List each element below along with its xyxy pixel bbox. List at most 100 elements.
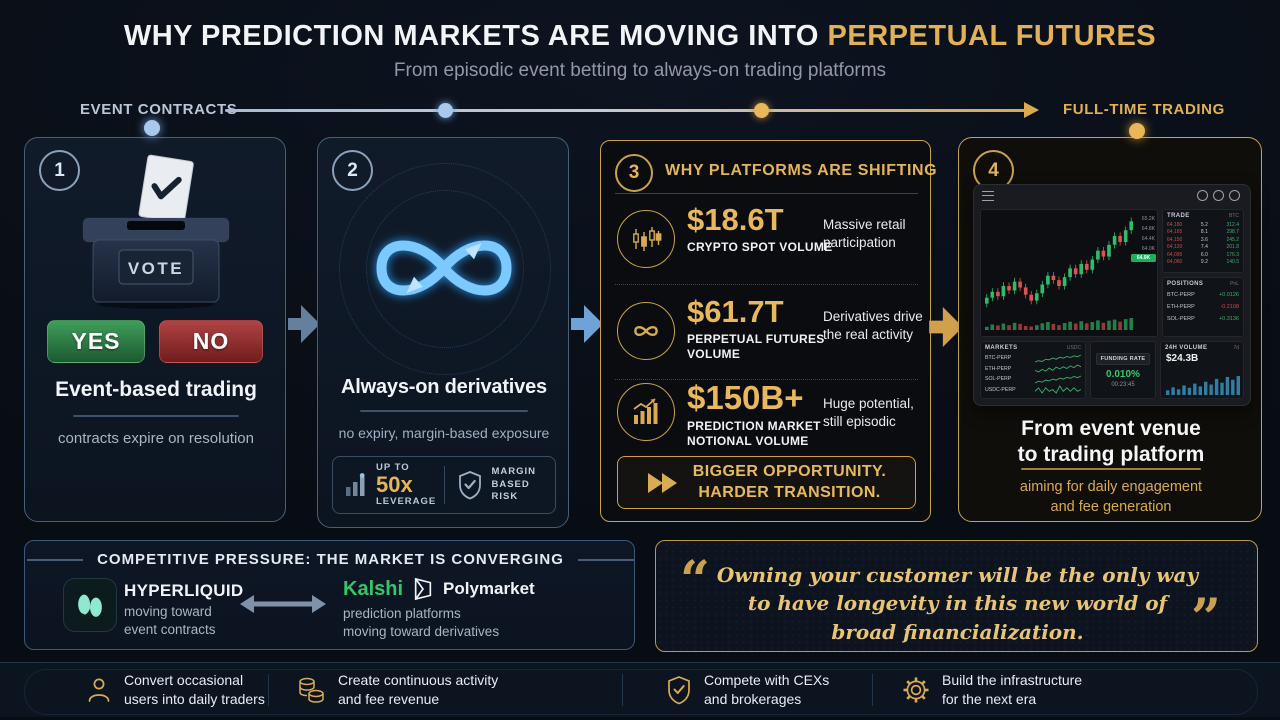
card-always-on-derivatives: 2 Always-on derivatives no expiry, margi… (317, 137, 569, 528)
chart-axis-label: 65.2K (1141, 216, 1155, 222)
orderbook-row: 64,165 8.1 298.7 (1167, 229, 1239, 236)
user-icon (88, 678, 110, 702)
decor-ring-outer (339, 163, 551, 375)
polymarket-brand: Polymarket (443, 579, 535, 598)
orderbook-row: 64,180 5.2 312.4 (1167, 221, 1239, 228)
sparkline (1035, 385, 1081, 395)
markets-panel: MARKETS USDC BTC-PERP ETH-PERP SOL-PERP … (980, 341, 1086, 399)
hyperliquid-desc: moving toward event contracts (124, 603, 216, 639)
markets-header: MARKETS (985, 345, 1018, 351)
market-row[interactable]: ETH-PERP (981, 364, 1085, 375)
footer-divider (268, 674, 269, 706)
quote-line: broad financialization. (831, 619, 1084, 644)
no-button[interactable]: NO (159, 320, 263, 363)
position-row: BTC-PERP +0.0126 (1167, 292, 1239, 298)
position-row: SOL-PERP +0.3136 (1167, 316, 1239, 322)
orderbook-unit: BTC (1229, 213, 1239, 219)
stat-note-line: Derivatives drive (823, 309, 923, 324)
volume-panel: 24H VOLUME 7d $24.3B (1160, 341, 1244, 399)
leverage-risk-divider (443, 466, 445, 504)
footer-text-line: for the next era (942, 690, 1037, 707)
footer-bar: Convert occasional users into daily trad… (0, 662, 1280, 717)
shield-icon (458, 471, 481, 500)
card2-title: Always-on derivatives (341, 376, 547, 398)
infinity-icon (617, 302, 675, 360)
chart-axis-label: 64.4K (1141, 236, 1155, 242)
orderbook-row: 64,150 3.6 245.2 (1167, 236, 1239, 243)
card4-subtitle-line: aiming for daily engagement (1019, 479, 1203, 495)
orderbook-row: 64,120 7.4 201.8 (1167, 244, 1239, 251)
ballot-paper-icon (138, 154, 194, 224)
banner-line-2: HARDER TRANSITION. (698, 483, 881, 501)
prediction-desc-line: prediction platforms (343, 606, 461, 621)
stat-note-line: still episodic (823, 413, 896, 429)
chart-axis-label: 64.0K (1141, 246, 1155, 252)
leverage-label: LEVERAGE (376, 496, 437, 507)
footer-divider (872, 674, 873, 706)
stat-note-line: Huge potential, (823, 396, 914, 411)
footer-text-line: Create continuous activity (338, 672, 499, 688)
step-arrow-2-icon (571, 305, 603, 343)
yes-button[interactable]: YES (47, 320, 145, 363)
fast-forward-icon (647, 472, 677, 493)
candlestick-icon (617, 210, 675, 268)
vote-label: VOTE (128, 259, 184, 278)
page-title: WHY PREDICTION MARKETS ARE MOVING INTO P… (0, 20, 1280, 53)
funding-rate-panel: FUNDING RATE 0.010% 00:23:45 (1090, 341, 1156, 399)
hyperliquid-desc-line: event contracts (124, 622, 216, 638)
footer-item-convert-users: Convert occasional users into daily trad… (86, 671, 265, 709)
stat-note-line: the real activity (823, 326, 914, 342)
markets-unit: USDC (1066, 345, 1081, 351)
funding-rate-value: 0.010% (1106, 369, 1140, 380)
orderbook-header: TRADE (1167, 213, 1190, 219)
stat-note-line: Massive retail (823, 217, 906, 232)
timeline-left-label: EVENT CONTRACTS (80, 101, 238, 118)
positions-header: POSITIONS (1167, 281, 1204, 287)
card4-title-line: to trading platform (1017, 443, 1205, 467)
stat-label-line: NOTIONAL VOLUME (687, 433, 809, 448)
stat-separator (615, 284, 918, 285)
header-dash-right (577, 558, 634, 561)
card4-title-line: From event venue (1021, 417, 1201, 440)
price-tag: 64.9K (1131, 254, 1156, 262)
orderbook-row: 64,095 6.0 176.3 (1167, 251, 1239, 258)
market-row[interactable]: BTC-PERP (981, 353, 1085, 364)
footer-text-line: and fee revenue (338, 690, 440, 707)
stat-note-line: participation (823, 234, 896, 250)
decor-ring-inner (366, 190, 524, 348)
volume-value: $24.3B (1166, 353, 1199, 364)
funding-rate-label: FUNDING RATE (1095, 353, 1151, 365)
competitive-title: COMPETITIVE PRESSURE: THE MARKET IS CONV… (97, 551, 564, 568)
market-row[interactable]: SOL-PERP (981, 374, 1085, 385)
timeline-right-label: FULL-TIME TRADING (1063, 101, 1225, 118)
step-arrow-3-icon (929, 307, 963, 347)
footer-text-line: and brokerages (704, 690, 802, 707)
card2-divider (360, 410, 528, 412)
competitive-pressure-box: COMPETITIVE PRESSURE: THE MARKET IS CONV… (24, 540, 635, 650)
step-badge-1: 1 (39, 150, 80, 191)
ballot-box-illustration: VOTE (71, 144, 241, 316)
stat-value: $150B+ (687, 379, 804, 416)
step-arrow-1-icon (288, 305, 320, 343)
card3-header-divider (615, 193, 918, 194)
clock-icon[interactable] (1197, 190, 1208, 201)
menu-icon[interactable] (982, 191, 994, 201)
footer-text-line: Convert occasional (124, 672, 244, 688)
shield-check-icon (668, 675, 690, 705)
leverage-up-to: UP TO (376, 462, 410, 474)
card1-title: Event-based trading (55, 378, 257, 401)
settings-icon[interactable] (1213, 190, 1224, 201)
growth-chart-icon (617, 383, 675, 441)
card1-divider (73, 415, 239, 417)
card4-divider (1021, 468, 1201, 470)
gear-icon (903, 677, 929, 703)
positions-panel: POSITIONS PnL BTC-PERP +0.0126 ETH-PERP -0… (1162, 277, 1244, 337)
hyperliquid-desc-line: moving toward (124, 604, 212, 619)
footer-item-continuous-activity: Create continuous activity and fee reven… (296, 671, 498, 709)
profile-icon[interactable] (1229, 190, 1240, 201)
market-row[interactable]: USDC-PERP (981, 385, 1085, 396)
prediction-platforms-desc: prediction platforms moving toward deriv… (343, 605, 499, 641)
polymarket-logo (414, 577, 432, 601)
